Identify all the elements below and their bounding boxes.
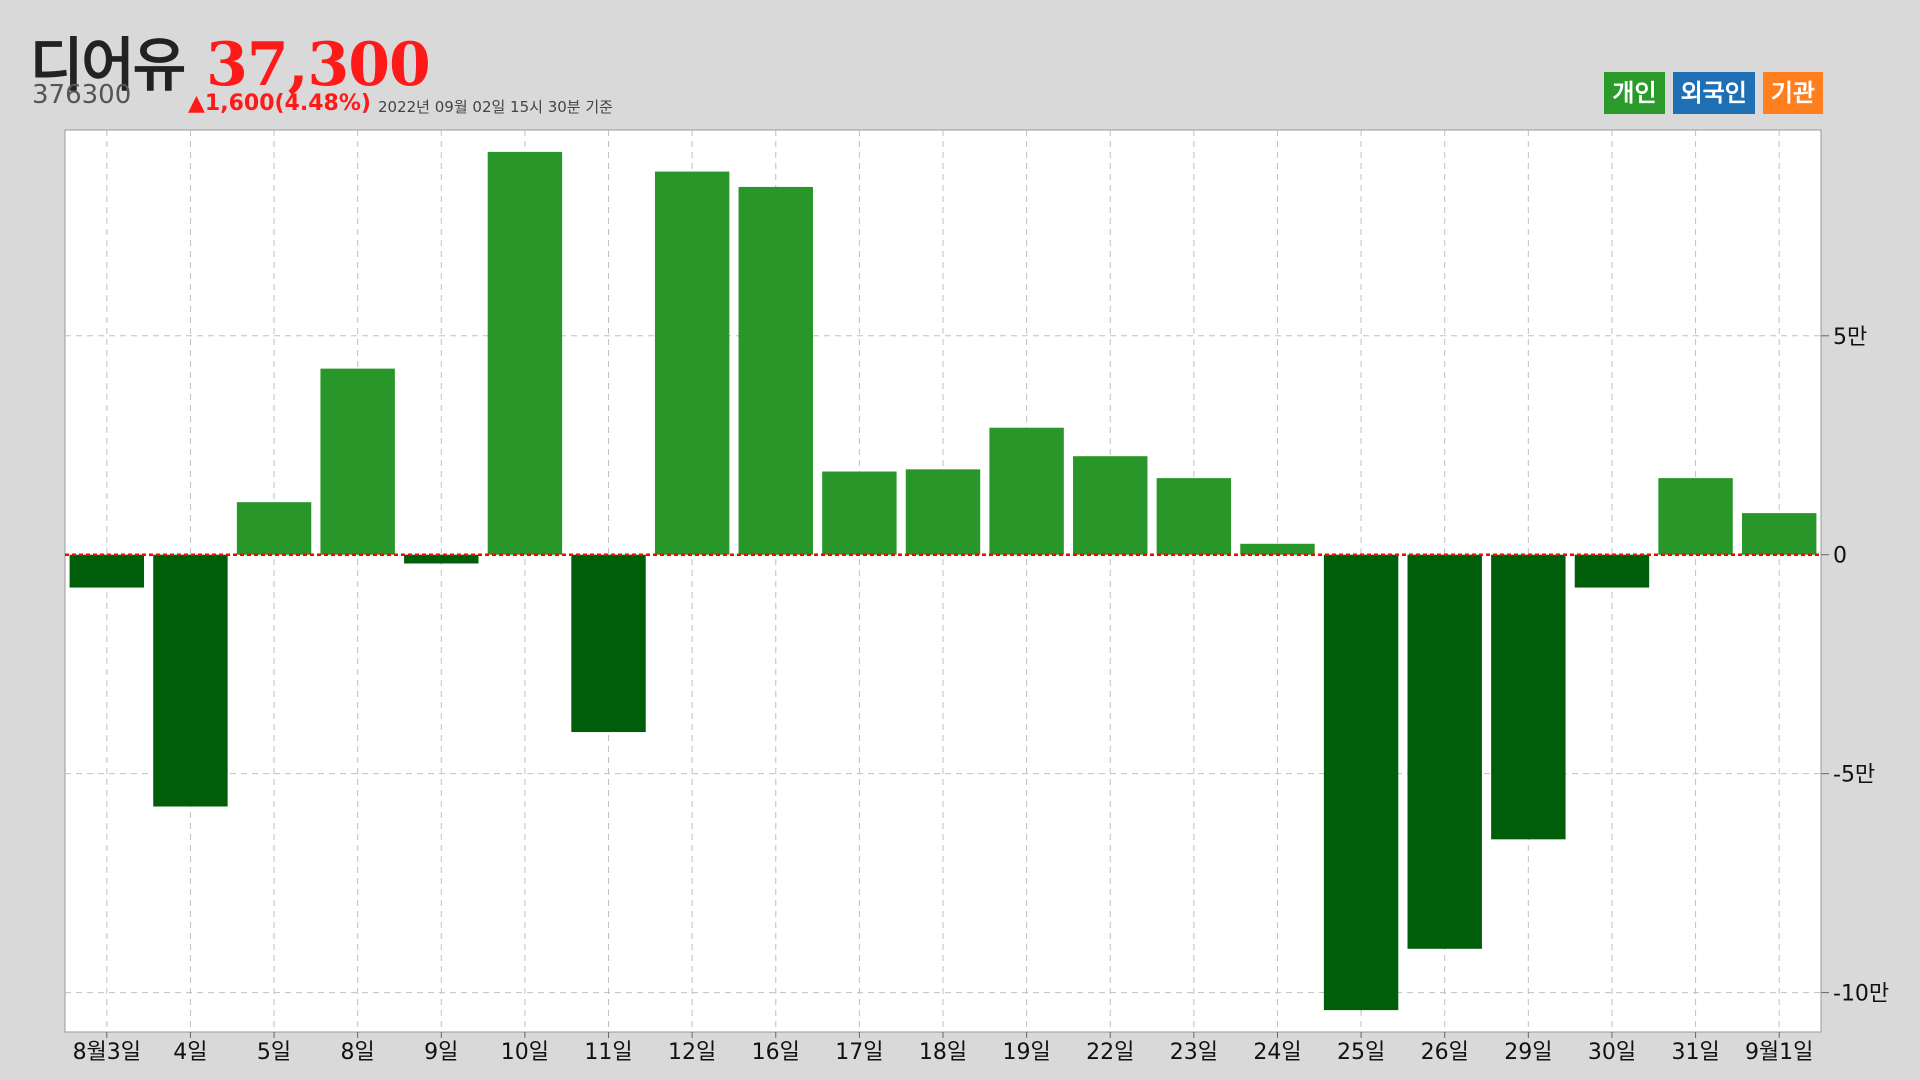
bar — [1156, 478, 1232, 555]
x-tick-label: 9월1일 — [1745, 1040, 1813, 1065]
x-tick-label: 17일 — [835, 1040, 883, 1065]
bar — [1240, 543, 1315, 555]
x-tick-label: 9일 — [424, 1040, 458, 1065]
bar — [1323, 554, 1399, 1011]
x-tick-label: 8월3일 — [73, 1040, 141, 1065]
x-tick-label: 18일 — [919, 1040, 967, 1065]
x-tick-label: 26일 — [1421, 1040, 1469, 1065]
legend-individual[interactable]: 개인 — [1604, 72, 1665, 114]
x-tick-label: 25일 — [1337, 1040, 1385, 1065]
stock-name: 디어유 — [30, 31, 186, 99]
x-tick-label: 8일 — [341, 1040, 375, 1065]
bar — [1491, 554, 1566, 840]
bar — [487, 151, 563, 555]
bar — [571, 554, 646, 733]
x-tick-label: 31일 — [1671, 1040, 1719, 1065]
chart-header: 디어유 37,300 376300 ▲1,600(4.48%) 2022년 09… — [0, 0, 1920, 128]
stock-code: 376300 — [32, 80, 132, 110]
bar — [236, 502, 312, 555]
bar — [738, 186, 813, 555]
y-tick-label: 0 — [1833, 544, 1847, 569]
bar — [822, 471, 897, 555]
bar — [654, 171, 730, 555]
legend-institution[interactable]: 기관 — [1762, 72, 1823, 114]
bar — [1658, 478, 1733, 555]
stock-price: 37,300 — [206, 30, 431, 100]
x-tick-label: 19일 — [1003, 1040, 1051, 1065]
x-tick-label: 29일 — [1504, 1040, 1552, 1065]
x-tick-label: 5일 — [257, 1040, 291, 1065]
x-tick-label: 12일 — [668, 1040, 716, 1065]
x-tick-label: 24일 — [1253, 1040, 1301, 1065]
as-of-timestamp: 2022년 09월 02일 15시 30분 기준 — [378, 98, 613, 116]
bar — [320, 368, 395, 555]
x-tick-label: 10일 — [501, 1040, 549, 1065]
title-row: 디어유 37,300 — [30, 18, 431, 102]
bar — [404, 554, 479, 564]
y-tick-label: -5만 — [1833, 763, 1875, 788]
x-tick-label: 16일 — [752, 1040, 800, 1065]
x-tick-label: 30일 — [1588, 1040, 1636, 1065]
x-tick-label: 11일 — [584, 1040, 632, 1065]
bar — [69, 554, 145, 588]
bar — [153, 554, 228, 807]
price-change: ▲1,600(4.48%) — [188, 91, 371, 116]
bar — [989, 427, 1064, 555]
investor-legend: 개인 외국인 기관 — [1604, 72, 1823, 114]
bar — [1407, 554, 1482, 949]
legend-foreigner[interactable]: 외국인 — [1672, 72, 1755, 114]
y-tick-label: 5만 — [1833, 325, 1867, 350]
x-tick-label: 23일 — [1170, 1040, 1218, 1065]
y-tick-label: -10만 — [1833, 982, 1889, 1007]
x-tick-label: 22일 — [1086, 1040, 1134, 1065]
x-tick-label: 4일 — [173, 1040, 207, 1065]
bar — [905, 469, 981, 555]
bar — [1574, 554, 1650, 588]
bar — [1073, 456, 1148, 555]
bar — [1741, 513, 1817, 555]
